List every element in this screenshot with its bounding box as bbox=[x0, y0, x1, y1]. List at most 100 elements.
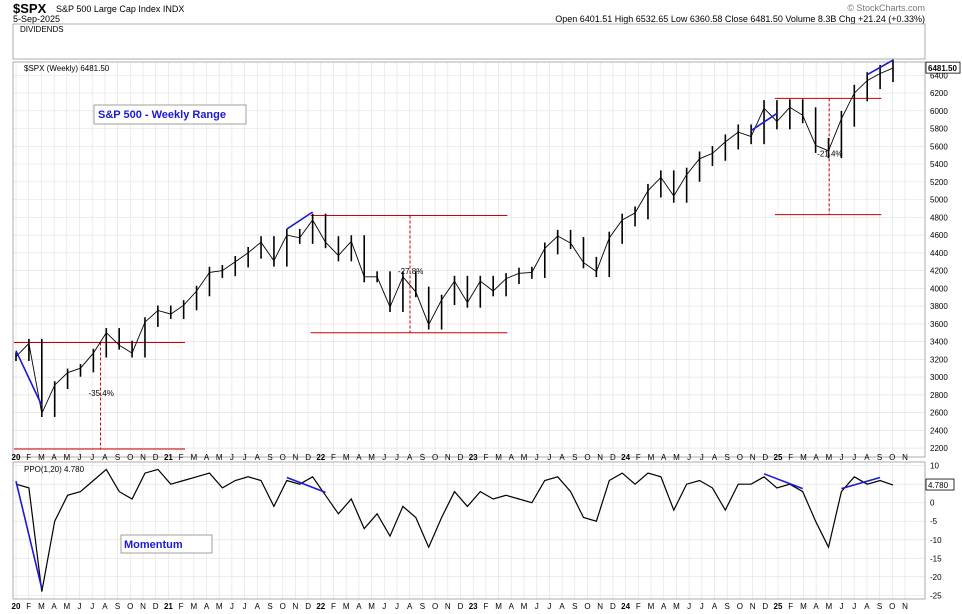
month-tick-label: J bbox=[382, 453, 386, 462]
month-tick-label: F bbox=[26, 602, 31, 611]
month-tick-label: D bbox=[762, 602, 768, 611]
watermark: © StockCharts.com bbox=[847, 3, 925, 13]
price-trendline bbox=[866, 59, 894, 76]
month-tick-label: M bbox=[825, 453, 832, 462]
month-tick-label: N bbox=[597, 602, 603, 611]
month-tick-label: 20 bbox=[12, 453, 21, 462]
month-tick-label: M bbox=[343, 602, 350, 611]
month-tick-label: M bbox=[673, 602, 680, 611]
month-tick-label: N bbox=[902, 453, 908, 462]
month-tick-label: J bbox=[840, 602, 844, 611]
month-tick-label: J bbox=[90, 602, 94, 611]
month-tick-label: O bbox=[127, 453, 133, 462]
ppo-tick-label: -25 bbox=[930, 591, 942, 600]
chart-date: 5-Sep-2025 bbox=[13, 14, 61, 24]
month-tick-label: F bbox=[483, 453, 488, 462]
ppo-trendline bbox=[15, 481, 43, 589]
price-tick-label: 3400 bbox=[930, 338, 948, 347]
month-tick-label: A bbox=[407, 602, 413, 611]
month-tick-label: 25 bbox=[774, 453, 783, 462]
month-tick-label: M bbox=[800, 453, 807, 462]
month-tick-label: J bbox=[230, 602, 234, 611]
month-tick-label: S bbox=[877, 602, 882, 611]
month-tick-label: M bbox=[521, 602, 528, 611]
month-tick-label: O bbox=[889, 602, 895, 611]
month-tick-label: A bbox=[51, 453, 57, 462]
ppo-series bbox=[15, 468, 894, 592]
ppo-panel bbox=[12, 461, 926, 600]
month-tick-label: O bbox=[737, 602, 743, 611]
month-tick-label: A bbox=[661, 602, 667, 611]
month-tick-label: O bbox=[432, 453, 438, 462]
month-tick-label: 21 bbox=[164, 602, 173, 611]
month-tick-label: A bbox=[102, 453, 108, 462]
price-tick-label: 2400 bbox=[930, 426, 948, 435]
month-tick-label: 23 bbox=[469, 453, 478, 462]
chart-header: $SPX S&P 500 Large Cap Index INDX 5-Sep-… bbox=[0, 0, 962, 34]
month-tick-label: N bbox=[750, 602, 756, 611]
month-tick-label: S bbox=[420, 453, 425, 462]
month-tick-label: 20 bbox=[12, 602, 21, 611]
price-tick-label: 4600 bbox=[930, 231, 948, 240]
month-axis-top: 20 F M A M J J A S O N D 21 F M A M J J A S O N D 22 F M A M J J A S O N D 2… bbox=[12, 453, 909, 462]
price-tick-label: 2800 bbox=[930, 391, 948, 400]
price-tick-label: 2600 bbox=[930, 409, 948, 418]
month-tick-label: A bbox=[712, 602, 718, 611]
drawdown-label: -21.4% bbox=[817, 150, 842, 159]
month-tick-label: M bbox=[190, 602, 197, 611]
price-tick-label: 3000 bbox=[930, 373, 948, 382]
ppo-tick-label: 10 bbox=[930, 462, 939, 471]
ppo-tick-label: -20 bbox=[930, 573, 942, 582]
month-tick-label: J bbox=[382, 602, 386, 611]
month-tick-label: O bbox=[584, 453, 590, 462]
month-tick-label: A bbox=[204, 453, 210, 462]
month-tick-label: A bbox=[813, 453, 819, 462]
month-tick-label: J bbox=[547, 602, 551, 611]
month-tick-label: 22 bbox=[316, 453, 325, 462]
price-tick-label: 6200 bbox=[930, 89, 948, 98]
price-trendline bbox=[750, 112, 778, 132]
month-tick-label: F bbox=[788, 602, 793, 611]
month-tick-label: J bbox=[840, 453, 844, 462]
month-tick-label: F bbox=[636, 453, 641, 462]
month-tick-label: M bbox=[800, 602, 807, 611]
price-tick-label: 4000 bbox=[930, 284, 948, 293]
price-tick-label: 2200 bbox=[930, 444, 948, 453]
month-tick-label: A bbox=[864, 453, 870, 462]
month-tick-label: D bbox=[305, 602, 311, 611]
momentum-box: Momentum bbox=[120, 534, 213, 554]
month-tick-label: J bbox=[243, 453, 247, 462]
price-trendline bbox=[15, 350, 43, 406]
month-tick-label: D bbox=[153, 453, 159, 462]
month-tick-label: M bbox=[190, 453, 197, 462]
annotations: -35.4% -27.8% -21.4% bbox=[88, 150, 842, 398]
month-tick-label: M bbox=[63, 602, 70, 611]
month-tick-label: 24 bbox=[621, 453, 630, 462]
month-tick-label: F bbox=[179, 453, 184, 462]
month-tick-label: N bbox=[140, 602, 146, 611]
month-tick-label: M bbox=[521, 453, 528, 462]
price-tick-label: 3600 bbox=[930, 320, 948, 329]
month-tick-label: A bbox=[661, 453, 667, 462]
price-tick-label: 5600 bbox=[930, 142, 948, 151]
price-tick-label: 4400 bbox=[930, 249, 948, 258]
month-tick-label: S bbox=[420, 602, 425, 611]
price-tick-label: 4800 bbox=[930, 213, 948, 222]
ppo-tick-label: -10 bbox=[930, 536, 942, 545]
month-tick-label: J bbox=[535, 453, 539, 462]
month-tick-label: A bbox=[559, 602, 565, 611]
month-tick-label: J bbox=[852, 602, 856, 611]
price-panel bbox=[12, 61, 926, 458]
month-tick-label: J bbox=[687, 602, 691, 611]
range-levels bbox=[14, 97, 882, 450]
ppo-tick-label: -15 bbox=[930, 554, 942, 563]
price-tick-label: 5000 bbox=[930, 196, 948, 205]
month-tick-label: N bbox=[293, 453, 299, 462]
month-tick-label: A bbox=[509, 602, 515, 611]
month-tick-label: M bbox=[216, 453, 223, 462]
month-tick-label: F bbox=[636, 602, 641, 611]
month-tick-label: D bbox=[610, 602, 616, 611]
month-tick-label: D bbox=[458, 602, 464, 611]
month-tick-label: D bbox=[610, 453, 616, 462]
month-tick-label: J bbox=[535, 602, 539, 611]
